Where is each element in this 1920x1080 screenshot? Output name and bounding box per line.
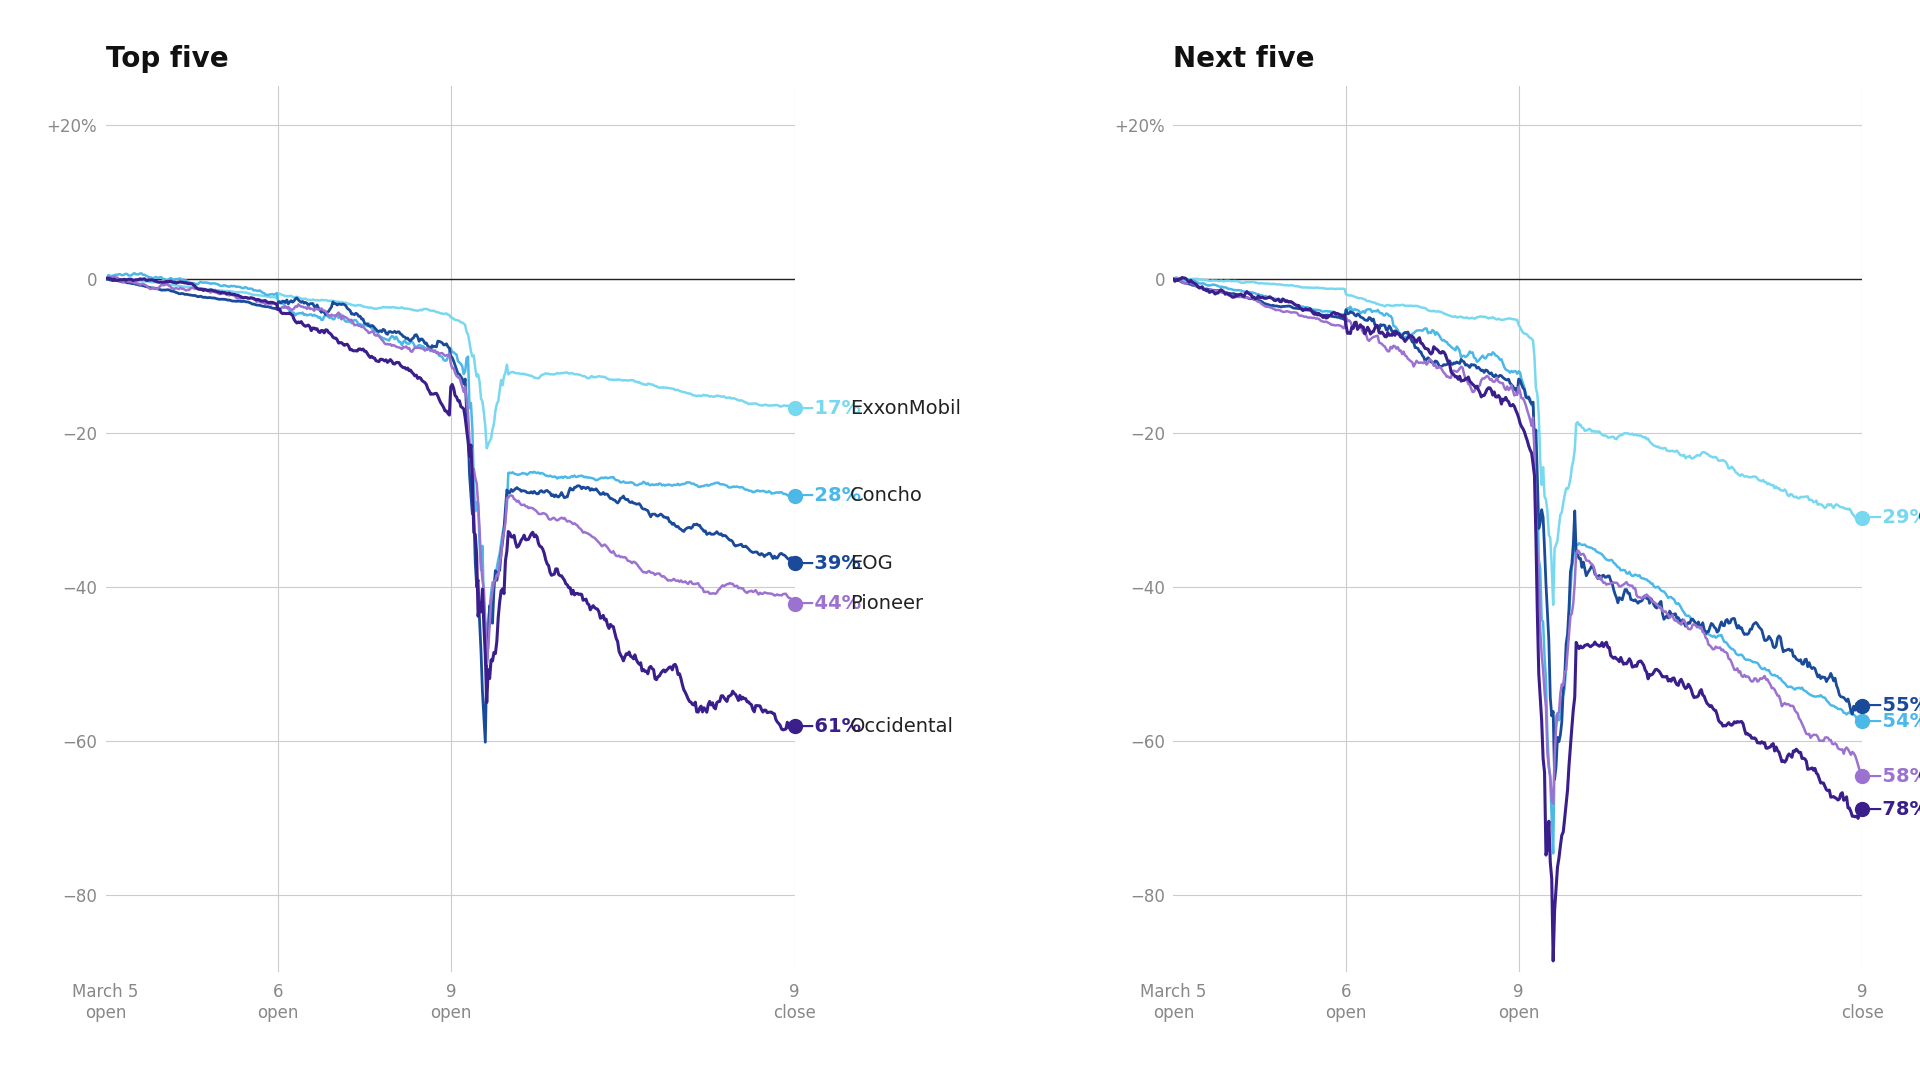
Point (1847, 713, 1878, 730)
Point (1847, 697, 1878, 714)
Text: −55%: −55% (1866, 697, 1920, 715)
Text: −78%: −78% (1866, 800, 1920, 819)
Text: Top five: Top five (106, 45, 228, 73)
Text: −58%: −58% (1866, 767, 1920, 786)
Text: −61%: −61% (799, 717, 862, 735)
Text: Pioneer: Pioneer (851, 594, 924, 613)
Point (780, 487, 810, 504)
Point (1847, 768, 1878, 785)
Text: Diamondback: Diamondback (1918, 697, 1920, 715)
Point (1847, 509, 1878, 526)
Point (780, 718, 810, 735)
Text: −17%: −17% (799, 399, 862, 418)
Point (780, 595, 810, 612)
Text: −29%: −29% (1866, 509, 1920, 527)
Text: Continental: Continental (1918, 767, 1920, 786)
Text: Ovintiv: Ovintiv (1918, 800, 1920, 819)
Text: Concho: Concho (851, 486, 922, 505)
Point (780, 554, 810, 571)
Text: Occidental: Occidental (851, 717, 954, 735)
Point (1847, 800, 1878, 818)
Text: ExxonMobil: ExxonMobil (851, 399, 960, 418)
Text: −54%: −54% (1866, 712, 1920, 731)
Point (780, 400, 810, 417)
Text: EOG: EOG (851, 554, 893, 572)
Text: Marathon: Marathon (1918, 712, 1920, 731)
Text: ConocoPhillips: ConocoPhillips (1918, 509, 1920, 527)
Text: −39%: −39% (799, 554, 862, 572)
Text: −44%: −44% (799, 594, 862, 613)
Text: Next five: Next five (1173, 45, 1315, 73)
Text: −28%: −28% (799, 486, 862, 505)
